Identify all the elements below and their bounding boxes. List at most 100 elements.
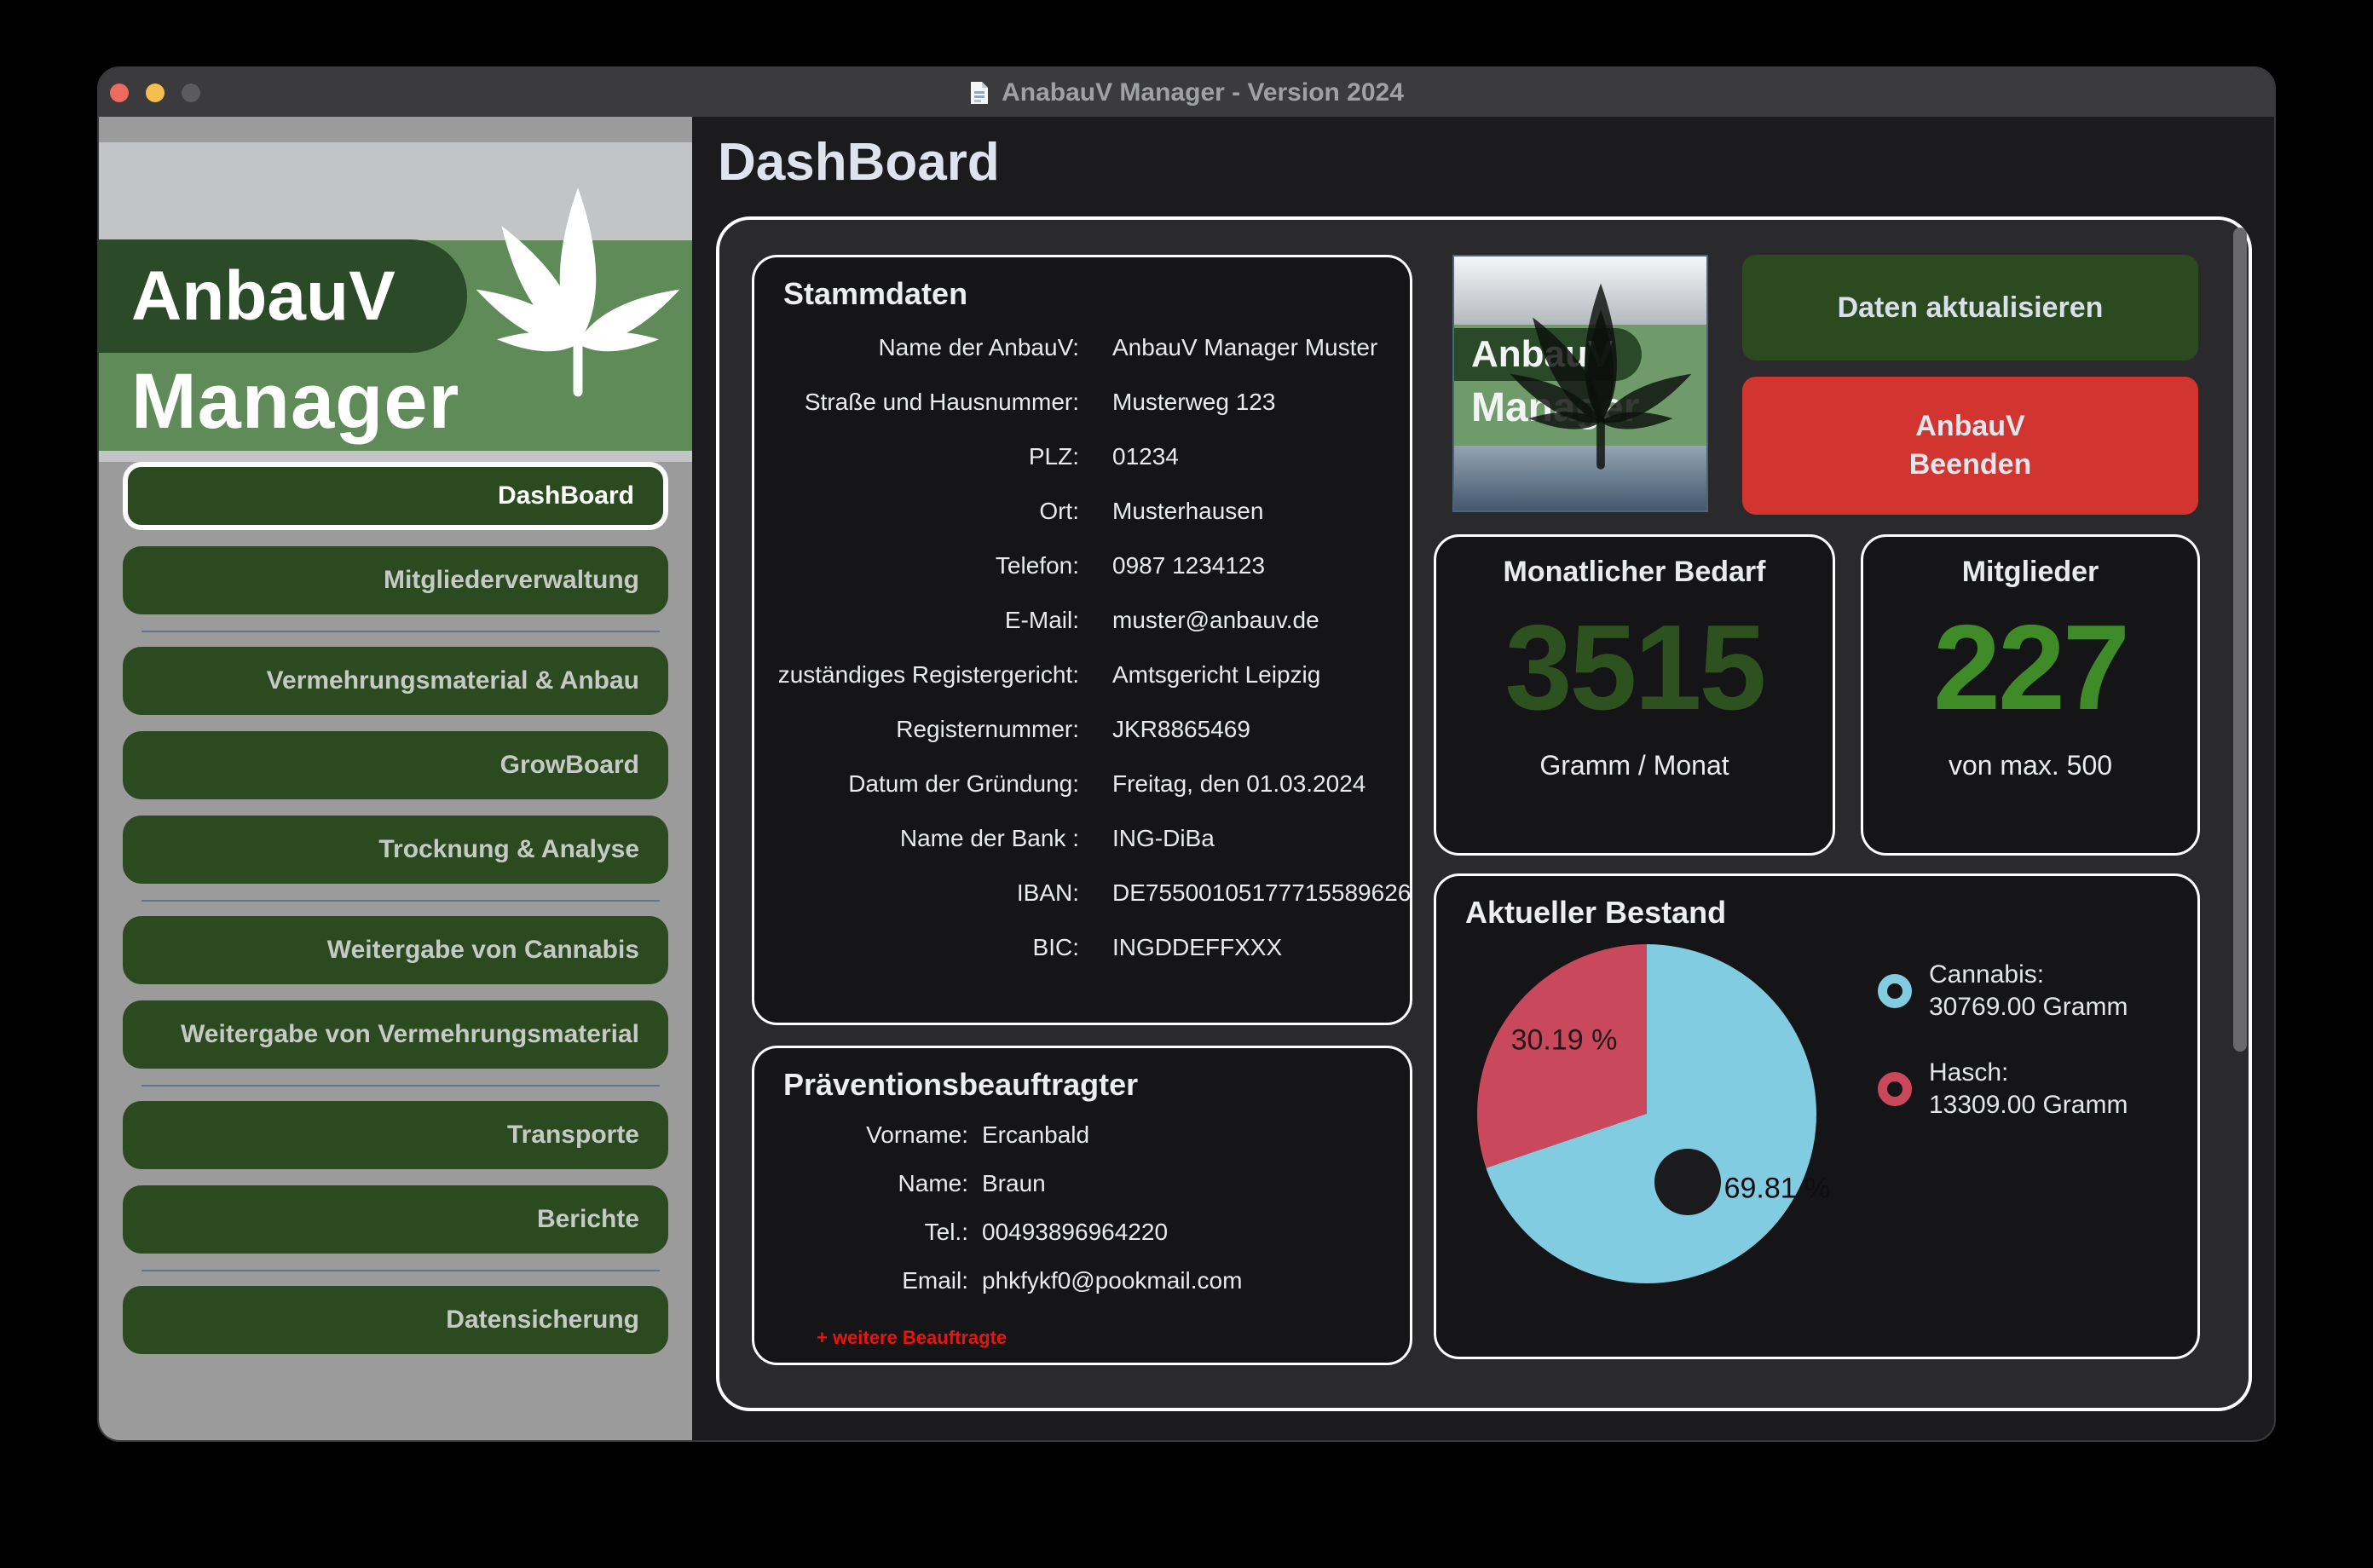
field-label: Vorname:: [866, 1121, 968, 1148]
field-label: Tel.:: [924, 1218, 968, 1245]
sidebar-item-vermehrungsmaterial-anbau[interactable]: Vermehrungsmaterial & Anbau: [123, 647, 668, 715]
members-max: von max. 500: [1948, 750, 2113, 781]
members-title: Mitglieder: [1961, 556, 2099, 588]
field-row: IBAN: DE75500105177715589626: [754, 866, 1411, 920]
nav-divider: [141, 900, 660, 902]
sidebar-item-berichte[interactable]: Berichte: [123, 1185, 668, 1254]
legend-item-hasch: Hasch: 13309.00 Gramm: [1878, 1057, 2128, 1121]
nav-divider: [141, 631, 660, 632]
field-label: Name der AnbauV:: [878, 334, 1079, 360]
zoom-button[interactable]: [182, 83, 200, 102]
logo-band-top: [1454, 257, 1706, 325]
inventory-card: Aktueller Bestand 30.19 % 69.81 % Cannab…: [1434, 873, 2200, 1359]
field-label: Telefon:: [995, 552, 1079, 579]
field-row: Name: Braun: [754, 1159, 1389, 1208]
title-bar: AnabauV Manager - Version 2024: [99, 68, 2274, 117]
sidebar-item-weitergabe-vermehrungsmaterial[interactable]: Weitergabe von Vermehrungsmaterial: [123, 1000, 668, 1069]
field-label: BIC:: [1032, 934, 1079, 960]
add-officer-link[interactable]: + weitere Beauftragte: [817, 1327, 1008, 1348]
close-button[interactable]: [110, 83, 129, 102]
window-title: AnabauV Manager - Version 2024: [1002, 78, 1404, 107]
legend-text: Cannabis: 30769.00 Gramm: [1929, 959, 2128, 1023]
field-value: JKR8865469: [1112, 716, 1250, 742]
page-title: DashBoard: [718, 133, 1000, 192]
app-window: AnabauV Manager - Version 2024 AnbauV Ma…: [97, 66, 2276, 1442]
field-label: Registernummer:: [896, 716, 1079, 742]
legend-ring-icon: [1878, 974, 1912, 1008]
window-title-group: AnabauV Manager - Version 2024: [969, 78, 1404, 107]
field-row: Vorname: Ercanbald: [754, 1110, 1389, 1159]
monthly-demand-value: 3515: [1504, 600, 1767, 735]
app-logo-image: AnbauV Manager: [1452, 255, 1708, 512]
field-row: Telefon: 0987 1234123: [754, 539, 1389, 593]
field-value: INGDDEFFXXX: [1112, 934, 1283, 960]
field-row: zuständiges Registergericht: Amtsgericht …: [754, 648, 1389, 702]
pie-hole: [1654, 1149, 1721, 1215]
field-label: PLZ:: [1028, 443, 1079, 470]
monthly-demand-title: Monatlicher Bedarf: [1503, 556, 1766, 588]
pie-slice-label-cannabis: 69.81 %: [1723, 1172, 1831, 1205]
field-value: 01234: [1112, 443, 1179, 470]
stammdaten-rows: Name der AnbauV: AnbauV Manager Muster St…: [754, 320, 1412, 975]
field-row: Name der AnbauV: AnbauV Manager Muster: [754, 320, 1389, 375]
field-row: E-Mail: muster@anbauv.de: [754, 593, 1389, 648]
field-value: phkfykf0@pookmail.com: [982, 1266, 1243, 1294]
sidebar-item-trocknung-analyse[interactable]: Trocknung & Analyse: [123, 816, 668, 884]
document-icon: [971, 81, 989, 104]
monthly-demand-unit: Gramm / Monat: [1539, 750, 1729, 781]
logo-line1: AnbauV: [131, 257, 396, 335]
window-controls: [110, 68, 200, 117]
scrollbar-thumb[interactable]: [2233, 228, 2247, 1052]
refresh-button-label: Daten aktualisieren: [1837, 291, 2104, 324]
quit-button[interactable]: AnbauV Beenden: [1742, 377, 2198, 515]
field-row: Straße und Hausnummer: Musterweg 123: [754, 375, 1389, 429]
logo-pill: AnbauV: [99, 239, 467, 353]
field-value: Freitag, den 01.03.2024: [1112, 770, 1366, 797]
field-value: Braun: [982, 1169, 1046, 1196]
field-value: 00493896964220: [982, 1218, 1169, 1245]
main-area: DashBoard Stammdaten Name der AnbauV: Anb…: [692, 117, 2274, 1440]
field-value: 0987 1234123: [1112, 552, 1266, 579]
sidebar-item-weitergabe-cannabis[interactable]: Weitergabe von Cannabis: [123, 916, 668, 984]
field-row: Datum der Gründung: Freitag, den 01.03.20…: [754, 757, 1389, 811]
cannabis-leaf-icon: [1504, 270, 1698, 480]
logo-band-bottom: [1454, 446, 1706, 510]
field-label: IBAN:: [1016, 879, 1079, 906]
field-label: Name der Bank :: [899, 825, 1079, 851]
praevention-title: Präventionsbeauftragter: [783, 1067, 1139, 1102]
members-value: 227: [1933, 600, 2130, 735]
field-label: Email:: [902, 1266, 968, 1294]
nav-divider: [141, 1085, 660, 1087]
field-value: Amtsgericht Leipzig: [1112, 661, 1321, 688]
sidebar-item-datensicherung[interactable]: Datensicherung: [123, 1286, 668, 1354]
field-label: Name:: [898, 1169, 968, 1196]
field-row: Tel.: 00493896964220: [754, 1208, 1389, 1256]
field-label: Ort:: [1039, 498, 1079, 524]
sidebar-item-transporte[interactable]: Transporte: [123, 1101, 668, 1169]
field-row: PLZ: 01234: [754, 429, 1389, 484]
minimize-button[interactable]: [146, 83, 165, 102]
field-label: E-Mail:: [1004, 607, 1079, 633]
window-content: AnbauV Manager DashBoard Mitgliederverwa…: [99, 117, 2274, 1440]
legend-text: Hasch: 13309.00 Gramm: [1929, 1057, 2128, 1121]
nav-divider: [141, 1270, 660, 1271]
sidebar-item-growboard[interactable]: GrowBoard: [123, 731, 668, 799]
pie-slice-label-hasch: 30.19 %: [1510, 1023, 1618, 1057]
field-value: AnbauV Manager Muster: [1112, 334, 1378, 360]
field-row: Ort: Musterhausen: [754, 484, 1389, 539]
inventory-title: Aktueller Bestand: [1465, 895, 1727, 930]
sidebar-item-dashboard[interactable]: DashBoard: [123, 462, 668, 530]
inventory-pie: [1477, 944, 1816, 1283]
field-value: muster@anbauv.de: [1112, 607, 1319, 633]
field-row: BIC: INGDDEFFXXX: [754, 920, 1389, 975]
stammdaten-title: Stammdaten: [783, 276, 968, 311]
sidebar-item-mitgliederverwaltung[interactable]: Mitgliederverwaltung: [123, 546, 668, 614]
dashboard-panel: Stammdaten Name der AnbauV: AnbauV Manage…: [716, 216, 2252, 1411]
legend-item-cannabis: Cannabis: 30769.00 Gramm: [1878, 959, 2128, 1023]
cannabis-leaf-icon: [469, 173, 687, 408]
field-value: Musterhausen: [1112, 498, 1264, 524]
field-value: ING-DiBa: [1112, 825, 1215, 851]
refresh-data-button[interactable]: Daten aktualisieren: [1742, 255, 2198, 360]
praevention-rows: Vorname: Ercanbald Name: Braun Tel.: 004938…: [754, 1110, 1389, 1305]
